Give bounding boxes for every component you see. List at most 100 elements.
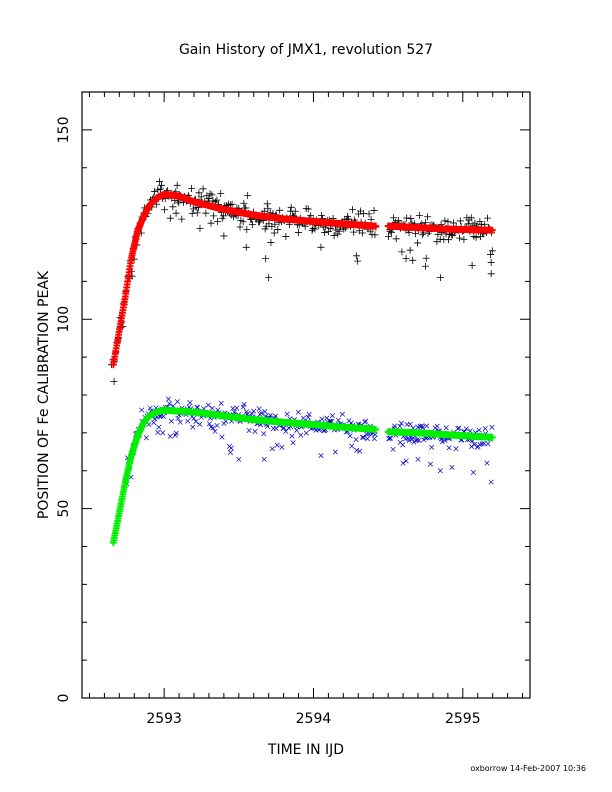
data-point [419,423,425,429]
data-point [168,418,174,424]
data-point [348,206,356,214]
data-point [167,433,173,439]
data-point [236,223,244,231]
data-point [364,436,370,442]
data-point [219,434,225,440]
data-point [363,418,369,424]
data-point [443,425,449,431]
data-point [252,428,258,434]
data-point [455,425,461,432]
data-point [317,243,325,251]
data-point [196,224,204,232]
data-point [358,229,366,237]
data-point [175,415,181,422]
data-point [207,219,215,227]
data-point [487,258,495,266]
data-point [411,230,419,238]
data-point [284,411,290,417]
data-point [177,419,183,425]
data-point [158,181,166,189]
data-point [289,433,295,439]
fit-series [109,406,496,547]
data-point [169,203,177,211]
data-point [365,210,373,218]
data-point [354,447,360,453]
data-point [372,426,380,433]
data-point [281,425,287,431]
data-point [467,428,473,434]
data-point [484,460,490,466]
data-point [476,217,484,225]
data-point [272,413,279,419]
data-point [212,428,218,434]
data-point [406,246,414,254]
data-point [422,254,430,262]
data-point [350,228,358,236]
data-point [463,426,469,432]
x-axis-label: TIME IN IJD [267,742,344,758]
data-point [489,424,495,430]
data-point [220,232,228,240]
data-point [143,435,149,441]
data-point [403,458,409,464]
data-point [354,257,362,265]
data-point [445,236,453,244]
data-point [418,231,426,239]
y-tick-label: 100 [56,306,72,333]
data-point [295,228,303,236]
data-point [359,434,366,440]
data-point [214,422,220,429]
data-point [206,421,212,427]
data-point [434,423,440,429]
data-point [332,226,340,234]
data-point [436,274,444,282]
x-tick-label: 2594 [296,711,332,727]
data-point [400,442,406,448]
data-point [166,401,172,407]
data-point [481,440,487,447]
data-point [210,212,218,220]
data-point [263,200,271,208]
axis-ticks [82,91,530,699]
data-point [414,239,422,247]
data-point [397,423,403,429]
data-point [367,216,375,224]
data-point [206,190,214,198]
data-point [390,446,396,452]
data-point [290,440,296,446]
data-point [330,231,338,239]
data-point [172,209,180,217]
data-point [262,255,270,263]
data-point [248,221,256,229]
data-point [160,413,167,419]
data-point [256,218,264,226]
data-point [353,252,361,260]
data-point [335,417,341,423]
data-point [202,209,210,217]
data-point [424,423,430,429]
axis-tick-labels: 0 50 100 150 2593 2594 2595 [56,117,481,727]
data-point [464,220,472,228]
data-point [151,188,159,196]
data-point [210,425,216,431]
data-point [317,212,325,220]
data-point [305,414,311,420]
data-point [488,226,496,234]
data-point [269,446,275,452]
data-point [311,225,319,233]
data-point [371,231,379,239]
data-point [265,220,273,228]
data-point [482,426,488,432]
data-point [160,430,166,436]
data-point [414,437,420,443]
data-point [467,214,475,222]
data-point [385,233,393,241]
data-point [304,205,312,213]
plot-frame [81,91,531,699]
data-point [349,443,355,449]
data-point [258,410,264,416]
data-point [390,214,398,222]
data-point [271,220,279,228]
data-point [213,196,221,204]
data-point [444,218,452,226]
